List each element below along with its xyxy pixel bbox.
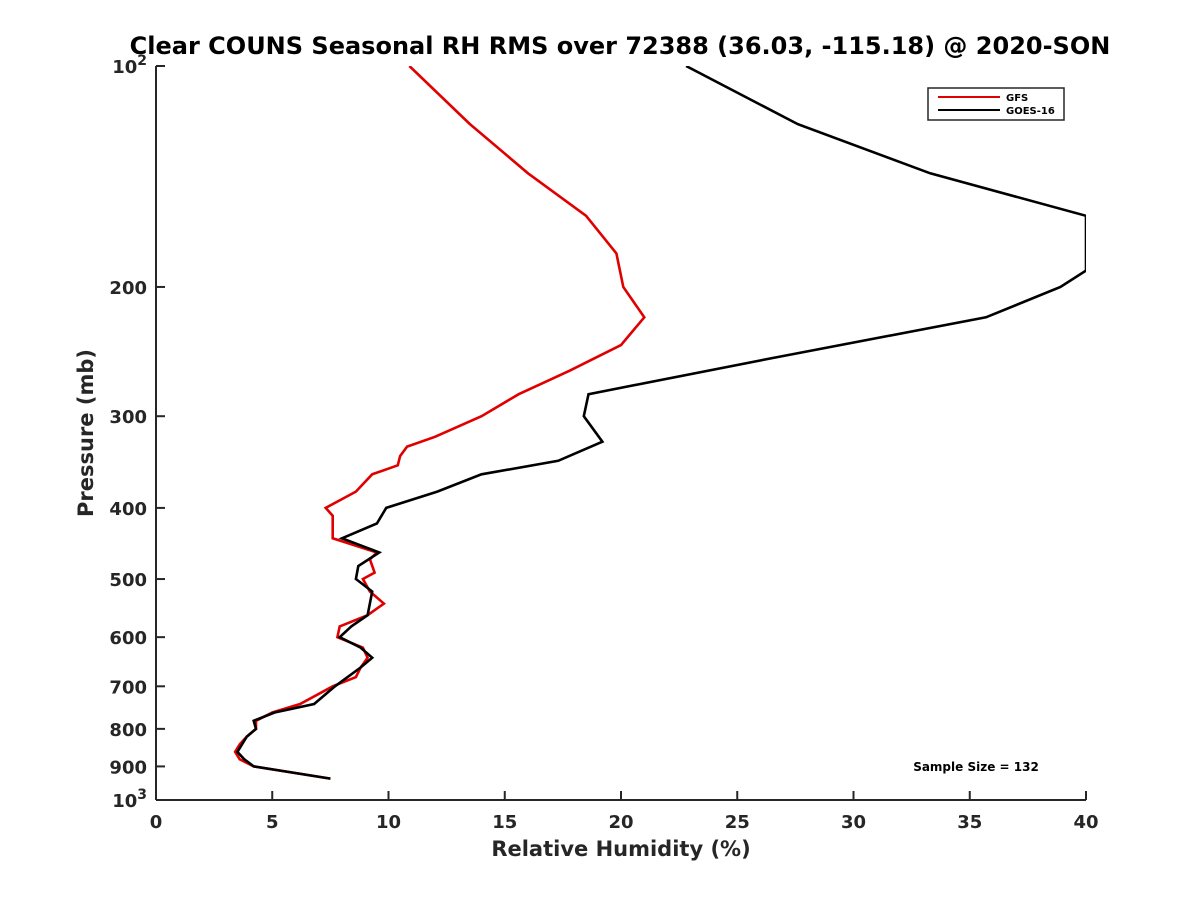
y-tick-label: 800 (109, 720, 147, 741)
y-axis-label: Pressure (mb) (74, 349, 98, 517)
axes-mask (100, 800, 1140, 900)
y-tick-label: 300 (109, 407, 147, 428)
series-line-goes16 (235, 66, 1086, 780)
x-tick-label: 35 (957, 812, 982, 833)
x-tick-label: 15 (492, 812, 517, 833)
y-tick-label: 400 (109, 499, 147, 520)
y-tick-label: 900 (109, 757, 147, 778)
y-tick-label: 600 (109, 628, 147, 649)
x-axis-label: Relative Humidity (%) (491, 837, 750, 861)
x-ticks: 0 5 10 15 20 25 30 35 40 (150, 791, 1099, 833)
chart-title: Clear COUNS Seasonal RH RMS over 72388 (… (130, 32, 1111, 60)
legend: GFS GOES-16 (927, 87, 1065, 121)
x-tick-label: 30 (841, 812, 866, 833)
x-tick-label: 5 (266, 812, 279, 833)
sample-size-annotation: Sample Size = 132 (913, 760, 1039, 774)
y-ticks: 102 200 300 400 500 600 700 800 900 103 (109, 53, 165, 812)
x-tick-label: 40 (1073, 812, 1098, 833)
y-tick-label: 103 (112, 787, 147, 812)
series-line-gfs (233, 66, 646, 780)
legend-label-goes16: GOES-16 (1006, 106, 1055, 117)
y-tick-label: 500 (109, 570, 147, 591)
x-tick-label: 25 (725, 812, 750, 833)
x-tick-label: 10 (376, 812, 401, 833)
plot-lines (233, 66, 1086, 780)
y-tick-label: 700 (109, 677, 147, 698)
y-tick-label: 200 (109, 278, 147, 299)
legend-label-gfs: GFS (1006, 93, 1028, 104)
y-tick-label: 102 (112, 53, 147, 78)
x-tick-label: 0 (150, 812, 163, 833)
x-tick-label: 20 (608, 812, 633, 833)
legend-box (927, 87, 1065, 121)
